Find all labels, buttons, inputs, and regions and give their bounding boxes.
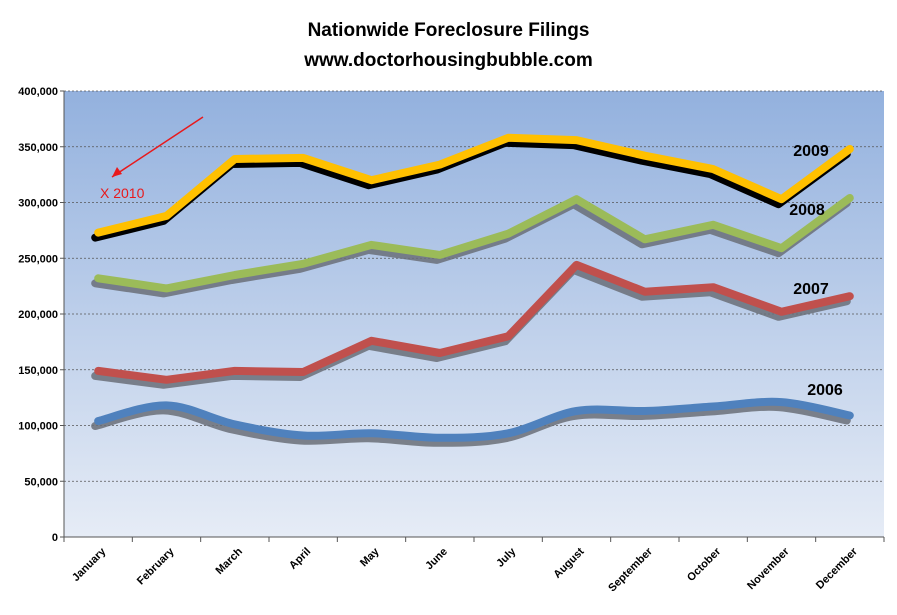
x-tick-label: March (214, 545, 246, 577)
series-label-2007: 2007 (793, 281, 829, 298)
x-tick-label: February (135, 545, 177, 587)
series-shadow-2007 (91, 265, 851, 389)
series-line-2007 (94, 260, 854, 384)
y-tick-label: 300,000 (18, 198, 58, 210)
annotation: X 2010 (100, 116, 204, 201)
y-tick-label: 350,000 (18, 142, 58, 154)
chart-title: Nationwide Foreclosure Filings (307, 20, 590, 41)
x-tick-label: November (745, 545, 792, 592)
y-tick-label: 100,000 (18, 421, 58, 433)
series-labels: 2009 2008 2007 2006 (789, 143, 843, 399)
gridlines (64, 90, 884, 482)
series-lines (91, 133, 854, 447)
x-tick-label: December (814, 545, 861, 592)
x-tick-label: August (551, 545, 587, 581)
x-tick-label: June (423, 546, 450, 573)
x-tick-labels: January February March April May June July Augu… (70, 545, 860, 594)
x-tick-label: January (70, 545, 109, 584)
chart-subtitle: www.doctorhousingbubble.com (304, 50, 593, 71)
x-tick-label: October (685, 545, 724, 584)
y-tick-label: 200,000 (18, 309, 58, 321)
y-tick-label: 0 (52, 532, 58, 544)
y-tick-label: 400,000 (18, 86, 58, 98)
series-line-2006 (94, 397, 854, 442)
y-tick-label: 150,000 (18, 365, 58, 377)
series-line-2008 (94, 194, 854, 293)
series-label-2006: 2006 (807, 382, 843, 399)
annotation-text: X 2010 (100, 185, 145, 201)
series-label-2008: 2008 (789, 202, 825, 219)
annotation-arrowhead (112, 167, 122, 177)
x-tick-label: September (606, 545, 655, 594)
annotation-arrow (111, 116, 204, 178)
series-shadow-2006 (91, 402, 851, 447)
x-tick-label: July (494, 545, 519, 570)
y-tick-label: 250,000 (18, 253, 58, 265)
y-tick-labels: 0 50,000 100,000 150,000 200,000 250,000 300,0… (18, 86, 58, 544)
axes (60, 90, 885, 542)
series-label-2009: 2009 (793, 143, 829, 160)
x-tick-label: May (358, 545, 382, 569)
y-tick-label: 50,000 (24, 476, 58, 488)
x-tick-label: April (287, 546, 313, 572)
series-line-2009 (94, 133, 854, 237)
